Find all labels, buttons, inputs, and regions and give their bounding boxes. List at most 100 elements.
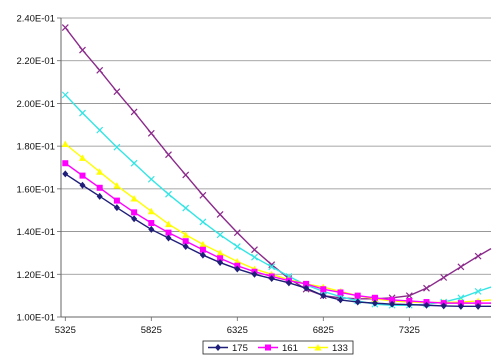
data-point [199,251,206,259]
data-point [131,215,138,223]
y-tick-label: 1.40E-01 [16,227,55,238]
marker-stroke [182,171,190,179]
data-point [474,287,482,295]
marker-stroke [147,129,155,137]
marker-stroke [113,143,121,151]
marker-stroke [96,126,104,134]
data-point [389,300,396,308]
marker-stroke [182,204,190,212]
data-point [423,301,430,309]
data-point [96,126,104,134]
data-point [182,243,189,251]
data-point [130,159,138,167]
legend-item: 133 [308,343,348,354]
data-point [268,261,276,269]
data-point [389,296,396,303]
data-point [147,175,155,183]
data-point [268,275,275,283]
data-point [199,218,207,226]
data-point [62,170,69,178]
data-point [113,182,121,189]
data-point [251,270,258,278]
data-point [113,88,121,96]
marker-stroke [165,151,172,159]
legend-marker [215,344,221,351]
data-point [216,231,224,239]
legend-item: 161 [258,343,298,354]
data-point [62,160,69,167]
marker-stroke [199,218,207,226]
data-point [371,299,378,307]
marker-stroke [61,24,69,32]
data-point [457,263,465,271]
data-point [337,296,344,304]
data-point [182,231,190,238]
data-point [216,249,224,256]
x-tick-label: 5325 [55,325,76,336]
data-point [165,190,172,198]
series-0 [62,170,491,310]
marker-stroke [130,108,138,116]
x-tick-label: 7325 [399,325,420,336]
data-point [268,263,276,271]
data-point [457,294,465,302]
data-point [165,151,172,159]
data-point [303,284,310,292]
data-point [423,284,430,292]
marker-stroke [96,66,104,74]
marker-stroke [457,294,465,302]
y-tick-label: 1.60E-01 [16,184,55,195]
plot-area [61,18,491,317]
marker-stroke [268,263,276,271]
data-point [354,292,361,299]
data-point [303,280,310,287]
data-point [130,108,138,116]
data-point [61,91,69,99]
marker-stroke [216,231,224,239]
marker-stroke [474,287,482,295]
data-point [148,225,155,233]
legend: 175 161 133 [202,340,354,355]
data-point [61,24,69,32]
data-point [320,292,327,300]
marker-stroke [113,88,121,96]
data-point [131,209,138,216]
marker-stroke [457,263,465,271]
data-point [406,301,413,309]
data-point [199,191,207,199]
data-point [406,297,413,304]
data-point [79,181,86,189]
gridlines [61,17,491,275]
data-point [147,207,155,215]
marker-stroke [233,243,241,250]
data-point [251,246,258,254]
legend-marker [265,344,271,351]
y-tick-label: 1.80E-01 [16,142,55,153]
data-point [217,259,224,267]
y-axis-ticks: 1.00E-01 1.20E-01 1.40E-01 1.60E-01 1.80E-01… [16,14,61,324]
marker-stroke [199,191,207,199]
legend-label: 175 [232,343,248,354]
y-tick-label: 1.00E-01 [16,313,55,324]
data-point [165,234,172,242]
data-point [251,253,258,261]
data-point [96,184,103,191]
x-tick-label: 6825 [313,325,334,336]
data-point [234,265,241,273]
data-point [130,194,138,202]
data-point [216,211,224,218]
marker-stroke [233,229,241,237]
marker-stroke [79,109,86,117]
data-point [457,302,464,310]
series-group [61,24,492,310]
data-point [182,238,189,245]
data-point [233,243,241,250]
marker-stroke [216,211,224,218]
data-point [182,171,190,179]
marker-stroke [474,252,482,260]
data-point [285,279,292,287]
axes [60,18,491,318]
data-point [233,229,241,237]
data-point [337,289,344,296]
